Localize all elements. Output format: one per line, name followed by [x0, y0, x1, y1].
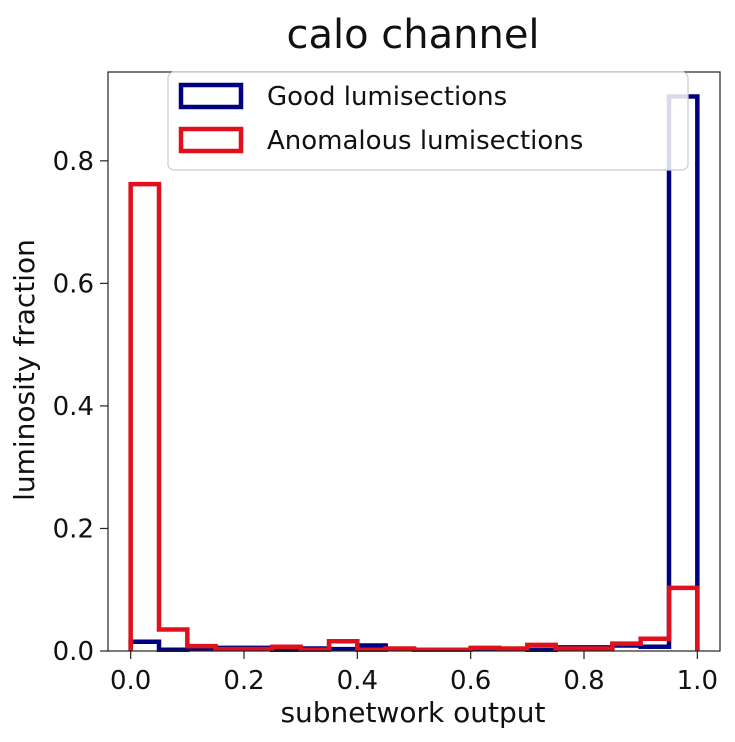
histogram-series-good [128, 94, 700, 653]
y-tick-label: 0.8 [53, 147, 94, 177]
legend-swatch-good [178, 82, 244, 110]
plot-area: 0.0 0.2 0.4 0.6 0.8 1.0 0.0 0.2 0.4 0.6 0.8 Good lu… [53, 71, 721, 696]
histogram-series-anomalous [128, 181, 700, 653]
legend-box [167, 71, 689, 171]
x-tick-label: 0.2 [223, 666, 264, 696]
y-tick-label: 0.0 [53, 637, 94, 667]
x-tick-label: 0.0 [110, 666, 151, 696]
legend-label: Good lumisections [267, 82, 507, 112]
x-axis-label: subnetwork output [280, 696, 545, 729]
y-tick-label: 0.2 [53, 514, 94, 544]
x-tick-label: 1.0 [677, 666, 718, 696]
x-tick-label: 0.4 [337, 666, 378, 696]
legend: Good lumisections Anomalous lumisections [167, 71, 689, 171]
legend-label: Anomalous lumisections [267, 126, 583, 156]
x-tick-label: 0.8 [563, 666, 604, 696]
legend-swatch-anomalous [178, 126, 244, 154]
y-tick-label: 0.6 [53, 269, 94, 299]
y-tick-label: 0.4 [53, 392, 94, 422]
y-axis-label: luminosity fraction [8, 239, 41, 501]
x-tick-label: 0.6 [450, 666, 491, 696]
chart-title: calo channel [286, 12, 539, 58]
